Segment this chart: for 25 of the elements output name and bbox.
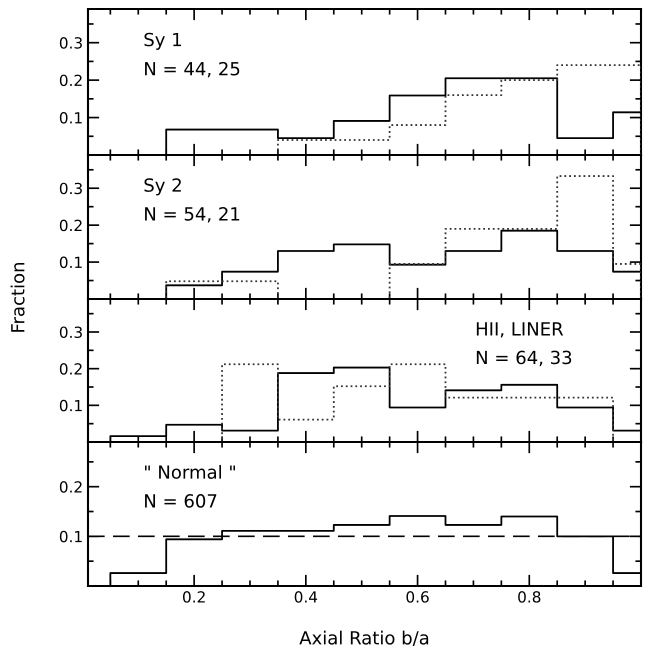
y-tick-label: 0.2	[60, 220, 82, 232]
y-tick-label: 0.3	[60, 37, 82, 49]
annotation: HII, LINER	[476, 322, 564, 338]
annotation: N = 607	[145, 494, 216, 508]
y-tick-label: 0.1	[60, 530, 82, 542]
y-tick-label: 0.2	[60, 363, 82, 375]
x-tick-label: 0.8	[518, 591, 540, 603]
annotation: Sy 2	[144, 178, 181, 196]
x-tick-label: 0.2	[182, 591, 205, 603]
x-tick-label: 0.6	[406, 591, 429, 603]
x-tick-label: 0.4	[294, 591, 318, 603]
y-tick-label: 0.1	[60, 400, 82, 412]
x-axis-title: Axial Ratio b/a	[299, 630, 428, 646]
annotation: N = 64, 33	[476, 350, 572, 366]
y-axis-title: Fraction	[10, 262, 25, 332]
y-tick-label: 0.3	[60, 182, 82, 194]
y-tick-label: 0.3	[60, 326, 82, 338]
y-tick-label: 0.2	[60, 481, 82, 493]
y-tick-label: 0.2	[60, 74, 82, 86]
annotation: N = 54, 21	[145, 207, 240, 223]
annotation: " Normal "	[145, 464, 235, 479]
y-tick-label: 0.1	[60, 112, 82, 124]
annotation: N = 44, 25	[145, 62, 240, 78]
annotation: Sy 1	[144, 32, 182, 50]
y-tick-label: 0.1	[60, 256, 82, 268]
